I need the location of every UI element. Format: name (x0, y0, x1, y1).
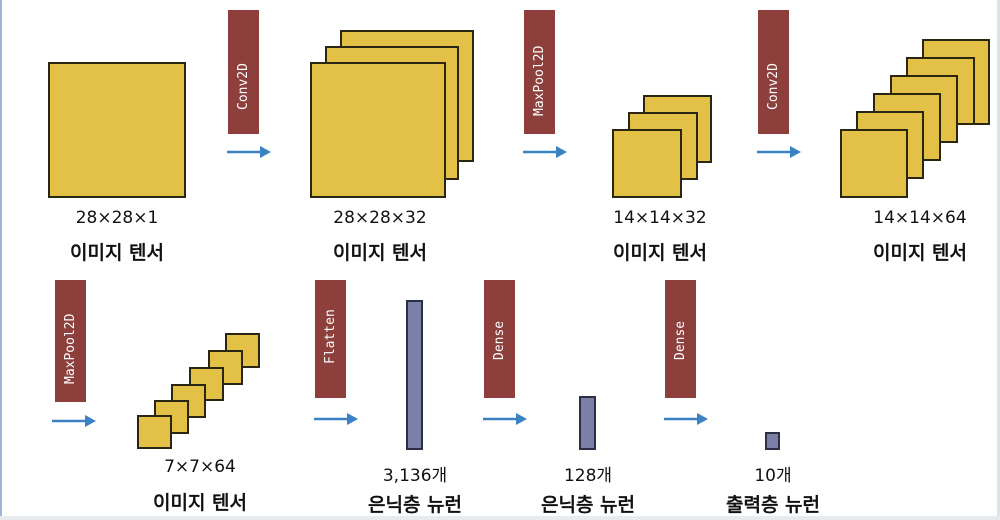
output-neuron-bar (765, 432, 780, 450)
pool1-dims-label: 14×14×32 (613, 208, 707, 228)
pool1-name-label: 이미지 텐서 (612, 242, 707, 264)
output-dims-label: 10개 (754, 466, 792, 486)
flatten-dims-label: 3,136개 (382, 466, 448, 486)
right-border (997, 0, 1000, 520)
conv2d-operation-1: Conv2D (228, 10, 259, 134)
left-border (0, 0, 2, 520)
conv2d-label-2: Conv2D (766, 63, 781, 110)
dense1-dims-label: 128개 (563, 466, 613, 486)
arrow-icon-5 (314, 413, 358, 425)
arrow-icon-2 (523, 146, 567, 158)
pool2-dims-label: 7×7×64 (164, 457, 236, 477)
maxpool2d-operation-2: MaxPool2D (55, 280, 86, 402)
conv1-dims-label: 28×28×32 (333, 208, 427, 228)
bottom-border (0, 516, 1000, 520)
input-dims-label: 28×28×1 (75, 208, 159, 228)
arrow-icon-7 (664, 413, 708, 425)
arrow-icon-3 (757, 146, 801, 158)
conv1-name-label: 이미지 텐서 (332, 242, 427, 264)
dense1-name-label: 은닉층 뉴런 (540, 494, 635, 516)
pool2-name-label: 이미지 텐서 (152, 492, 247, 514)
arrow-icon-1 (227, 146, 271, 158)
flatten-name-label: 은닉층 뉴런 (367, 494, 462, 516)
dense-label-2: Dense (673, 320, 688, 360)
feature-map (137, 415, 172, 449)
dense-operation-1: Dense (484, 280, 515, 398)
maxpool2d-label-2: MaxPool2D (63, 313, 78, 384)
dense1-neuron-bar (579, 396, 596, 450)
dense-label-1: Dense (492, 320, 507, 360)
feature-map (612, 129, 682, 198)
conv2-name-label: 이미지 텐서 (872, 242, 967, 264)
feature-map (840, 129, 908, 198)
flatten-label: Flatten (323, 309, 338, 364)
arrow-icon-4 (52, 415, 96, 427)
conv2-dims-label: 14×14×64 (873, 208, 967, 228)
conv2d-operation-2: Conv2D (758, 10, 789, 134)
flatten-operation: Flatten (315, 280, 346, 398)
input-tensor (48, 62, 186, 198)
input-name-label: 이미지 텐서 (69, 242, 164, 264)
maxpool2d-label-1: MaxPool2D (532, 45, 547, 116)
output-name-label: 출력층 뉴런 (725, 494, 820, 516)
conv2d-label-1: Conv2D (236, 63, 251, 110)
maxpool2d-operation-1: MaxPool2D (524, 10, 555, 134)
flatten-neuron-bar (406, 300, 423, 450)
feature-map (310, 62, 446, 198)
dense-operation-2: Dense (665, 280, 696, 398)
arrow-icon-6 (483, 413, 527, 425)
